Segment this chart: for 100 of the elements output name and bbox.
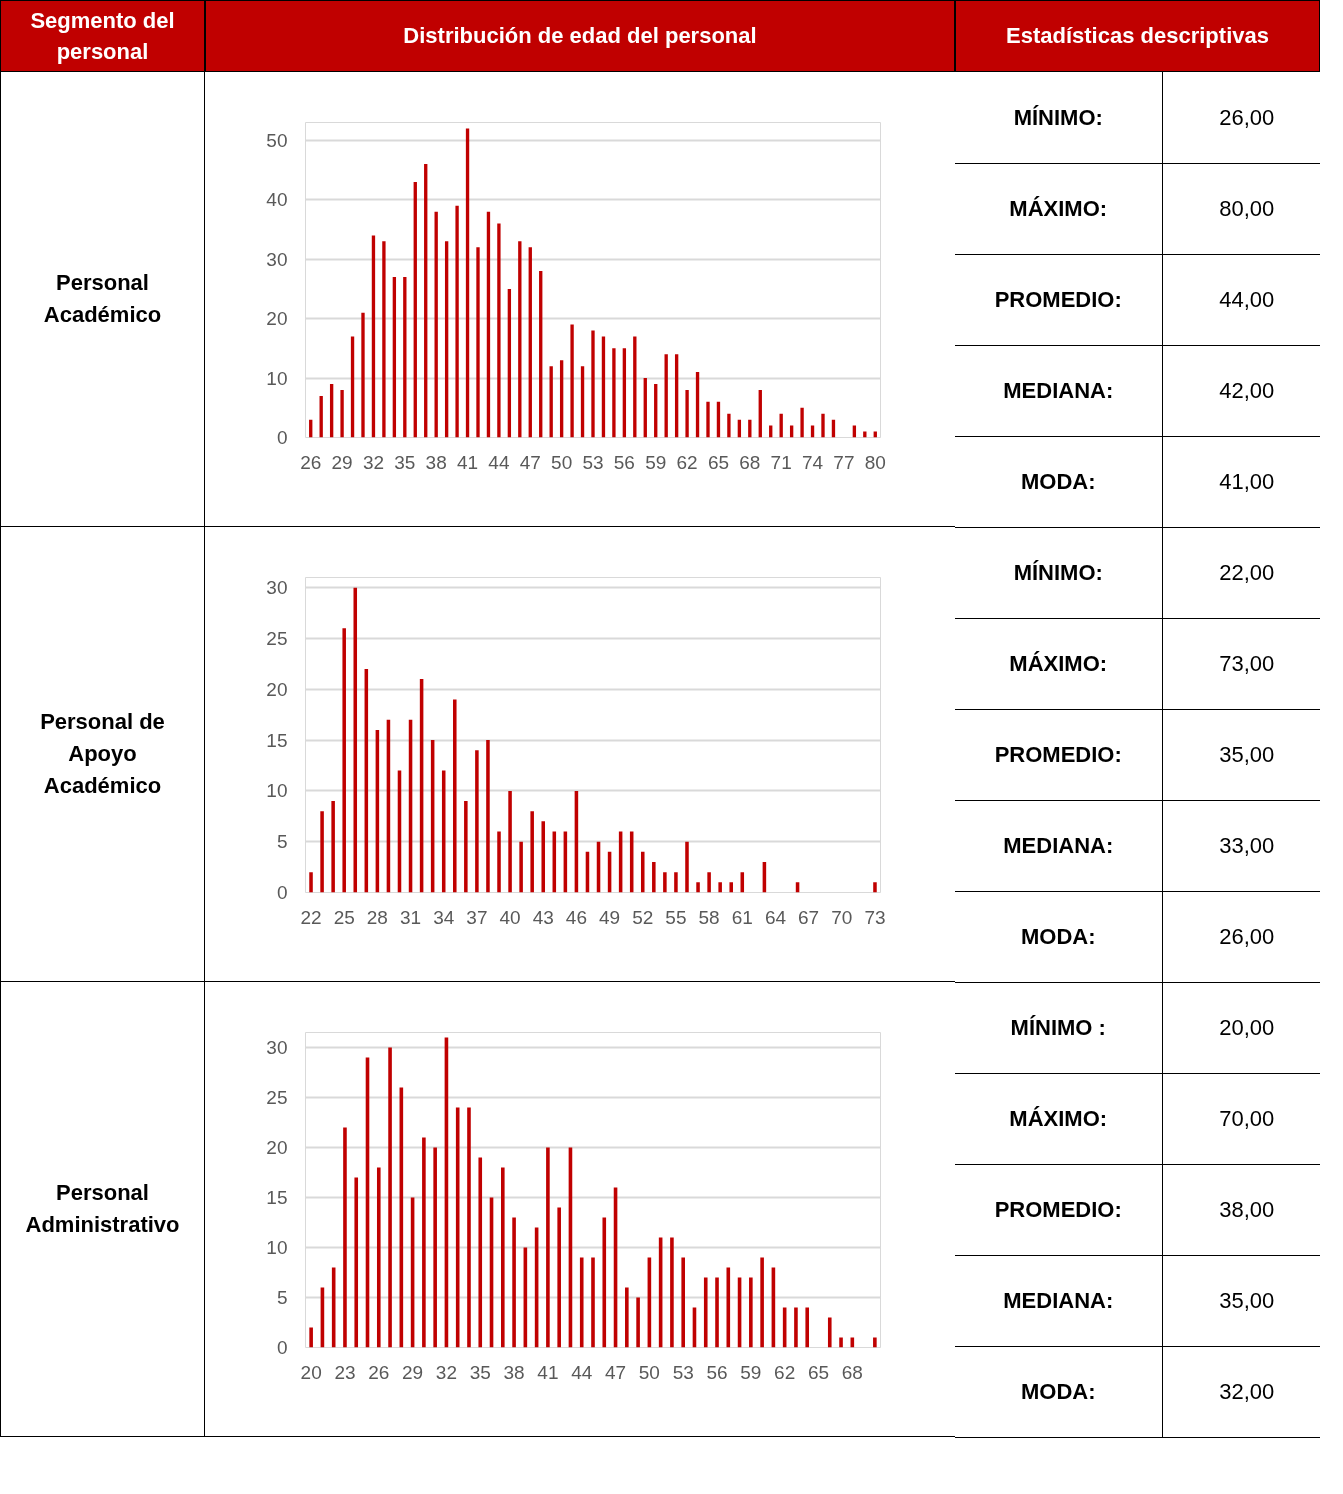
x-tick-label: 40 — [499, 906, 521, 928]
bar — [350, 336, 355, 438]
x-tick-label: 23 — [334, 1361, 356, 1383]
bar — [508, 790, 512, 893]
x-tick-label: 65 — [807, 1361, 830, 1383]
text: PROMEDIO: — [955, 709, 1162, 800]
text: 70,00 — [1162, 1073, 1320, 1164]
y-tick-label: 25 — [266, 627, 288, 649]
x-tick-label: 44 — [571, 1361, 593, 1383]
bar — [718, 882, 722, 893]
bar — [388, 1047, 392, 1348]
text: 38,00 — [1162, 1164, 1320, 1255]
text: Personal Administrativo — [25, 1179, 180, 1239]
x-tick-label: 37 — [466, 906, 488, 928]
bar — [559, 360, 564, 438]
x-tick-label: 62 — [676, 451, 698, 473]
bar — [685, 389, 689, 438]
y-tick-label: 25 — [266, 1087, 288, 1108]
bar — [464, 801, 468, 893]
bar — [633, 336, 637, 438]
y-tick-label: 20 — [266, 678, 288, 700]
x-tick-label: 32 — [435, 1361, 458, 1383]
text: 33,00 — [1162, 800, 1320, 891]
bar — [486, 740, 490, 893]
bar — [343, 1127, 347, 1348]
bar — [729, 882, 733, 893]
bar — [541, 821, 546, 893]
bar — [444, 241, 449, 438]
bar — [422, 1137, 426, 1348]
bar — [557, 1207, 561, 1348]
x-tick-label: 56 — [613, 451, 635, 473]
x-tick-label: 77 — [833, 451, 855, 473]
text: 26,00 — [1162, 891, 1320, 982]
bar — [839, 1337, 843, 1348]
text: 44,00 — [1162, 254, 1320, 345]
text: Segmento del personal — [29, 6, 176, 66]
bar — [670, 1237, 674, 1348]
x-tick-label: 38 — [503, 1361, 525, 1383]
bar — [342, 628, 346, 893]
y-tick-label: 30 — [266, 1037, 288, 1058]
bar — [674, 354, 679, 438]
y-tick-label: 10 — [266, 367, 288, 389]
bar — [501, 1167, 505, 1348]
bar — [625, 1287, 629, 1348]
x-tick-label: 28 — [366, 906, 388, 928]
bar — [664, 354, 668, 438]
bar — [636, 1297, 640, 1348]
bar — [726, 1267, 731, 1348]
text: 35,00 — [1162, 709, 1320, 800]
bar — [681, 1257, 685, 1348]
bar — [591, 1257, 595, 1348]
bar — [320, 811, 324, 893]
bar — [331, 801, 335, 893]
text: 35,00 — [1162, 1255, 1320, 1346]
y-tick-label: 0 — [276, 427, 288, 448]
x-tick-label: 70 — [831, 906, 853, 928]
y-tick-label: 30 — [266, 577, 288, 599]
text: PROMEDIO: — [955, 254, 1162, 345]
bar — [455, 1107, 460, 1348]
text: 26,00 — [1162, 72, 1320, 163]
x-tick-label: 67 — [798, 906, 820, 928]
bar — [354, 1177, 359, 1348]
y-tick-label: 20 — [266, 1137, 288, 1158]
bar — [622, 348, 627, 438]
text: MEDIANA: — [955, 345, 1162, 436]
x-tick-label: 29 — [402, 1361, 424, 1383]
bar — [579, 1257, 584, 1348]
text: 22,00 — [1162, 527, 1320, 618]
bar — [353, 587, 358, 893]
bar — [475, 750, 479, 893]
bar — [591, 330, 595, 438]
x-tick-label: 56 — [706, 1361, 728, 1383]
x-tick-label: 71 — [770, 451, 792, 473]
text: 73,00 — [1162, 618, 1320, 709]
x-tick-label: 68 — [739, 451, 761, 473]
bar — [476, 247, 480, 438]
bar — [703, 1277, 708, 1348]
text: 20,00 — [1162, 982, 1320, 1073]
bar — [570, 324, 574, 438]
bar — [696, 882, 700, 893]
text: MODA: — [955, 1346, 1162, 1437]
x-tick-label: 31 — [399, 906, 422, 928]
bar — [455, 205, 459, 438]
text: 32,00 — [1162, 1346, 1320, 1437]
text: Estadísticas descriptivas — [1006, 22, 1269, 51]
x-tick-label: 73 — [864, 906, 886, 928]
y-tick-label: 15 — [266, 1187, 288, 1208]
x-tick-label: 62 — [774, 1361, 796, 1383]
bar — [497, 223, 501, 438]
bar — [382, 241, 386, 438]
text: MÁXIMO: — [955, 163, 1162, 254]
bar — [873, 882, 877, 893]
y-tick-label: 10 — [266, 780, 288, 802]
bar — [749, 1277, 753, 1348]
bar — [601, 336, 606, 438]
x-tick-label: 25 — [333, 906, 355, 928]
bar — [519, 841, 523, 893]
text: MÍNIMO: — [955, 72, 1162, 163]
bar — [309, 872, 313, 893]
text: MEDIANA: — [955, 1255, 1162, 1346]
